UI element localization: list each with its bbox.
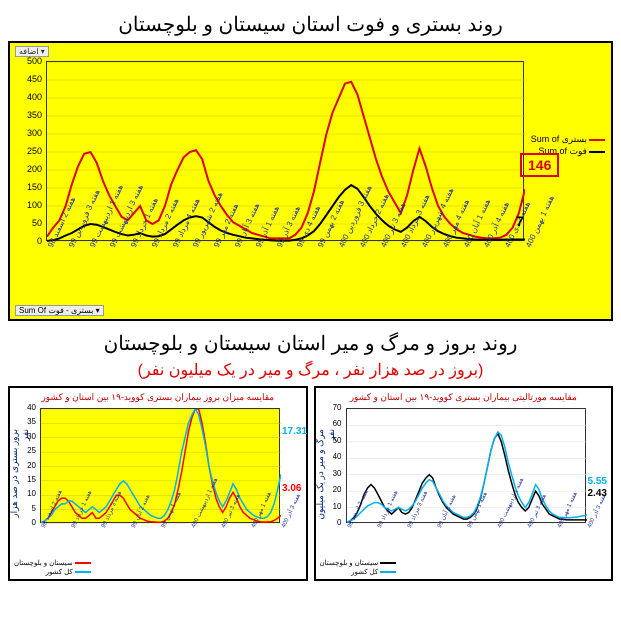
ytick: 200 — [16, 164, 42, 174]
ytick: 30 — [14, 432, 36, 441]
bl-plot — [40, 408, 280, 523]
annotation: 5.55 — [588, 476, 607, 487]
ytick: 20 — [320, 485, 342, 494]
ytick: 50 — [320, 436, 342, 445]
br-panel: مقایسه مورتالیتی بیماران بستری کووید-۱۹ … — [314, 386, 614, 581]
ytick: 0 — [320, 518, 342, 527]
legend-item: سیستان و بلوچستان — [320, 559, 397, 567]
top-chart-title: روند بستری و فوت استان سیستان و بلوچستان — [8, 12, 613, 37]
annotation: 3.06 — [282, 483, 301, 494]
bl-legend: سیستان و بلوچستانکل کشور — [14, 558, 91, 577]
ytick: 50 — [16, 218, 42, 228]
ytick: 400 — [16, 92, 42, 102]
ytick: 5 — [14, 504, 36, 513]
annotation: 2.43 — [588, 488, 607, 499]
legend-item: کل کشور — [14, 568, 91, 576]
ytick: 30 — [320, 469, 342, 478]
bl-panel: مقایسه میزان بروز بیماران بستری کووید-۱۹… — [8, 386, 308, 581]
bl-svg — [41, 409, 281, 524]
top-plot-area — [46, 61, 524, 241]
ytick: 60 — [320, 419, 342, 428]
ytick: 350 — [16, 110, 42, 120]
toolbar-bottom: ▾ بستری - فوت Sum Of — [14, 305, 105, 316]
ytick: 35 — [14, 417, 36, 426]
br-svg — [347, 409, 587, 524]
xtick: هفته 3 آذر 400 — [280, 493, 302, 529]
ytick: 150 — [16, 182, 42, 192]
ytick: 300 — [16, 128, 42, 138]
ytick: 10 — [14, 489, 36, 498]
annotation: 7 — [516, 213, 524, 229]
bl-title: مقایسه میزان بروز بیماران بستری کووید-۱۹… — [10, 392, 306, 403]
br-title: مقایسه مورتالیتی بیماران بستری کووید-۱۹ … — [316, 392, 612, 403]
bottom-row: مقایسه میزان بروز بیماران بستری کووید-۱۹… — [8, 386, 613, 581]
ytick: 40 — [14, 403, 36, 412]
ytick: 70 — [320, 403, 342, 412]
legend-item: کل کشور — [320, 568, 397, 576]
ytick: 40 — [320, 452, 342, 461]
annotation: 146 — [520, 153, 559, 177]
top-chart-panel: ▾ اضافه ▾ بستری - فوت Sum Of 05010015020… — [8, 41, 613, 321]
br-legend: سیستان و بلوچستانکل کشور — [320, 558, 397, 577]
ytick: 25 — [14, 446, 36, 455]
annotation: 17.31 — [282, 426, 307, 437]
legend-item: سیستان و بلوچستان — [14, 559, 91, 567]
ytick: 450 — [16, 74, 42, 84]
ytick: 250 — [16, 146, 42, 156]
ytick: 100 — [16, 200, 42, 210]
ytick: 20 — [14, 461, 36, 470]
br-plot — [346, 408, 586, 523]
bottom-title: روند بروز و مرگ و میر استان سیستان و بلو… — [8, 331, 613, 356]
ytick: 0 — [16, 236, 42, 246]
bottom-subtitle: (بروز در صد هزار نفر ، مرگ و میر در یک م… — [8, 360, 613, 380]
ytick: 10 — [320, 502, 342, 511]
ytick: 0 — [14, 518, 36, 527]
ytick: 500 — [16, 56, 42, 66]
ytick: 15 — [14, 475, 36, 484]
legend-item: بستری Sum of — [531, 134, 605, 145]
toolbar-btn-right[interactable]: ▾ بستری - فوت Sum Of — [15, 305, 104, 316]
top-svg — [47, 62, 525, 242]
